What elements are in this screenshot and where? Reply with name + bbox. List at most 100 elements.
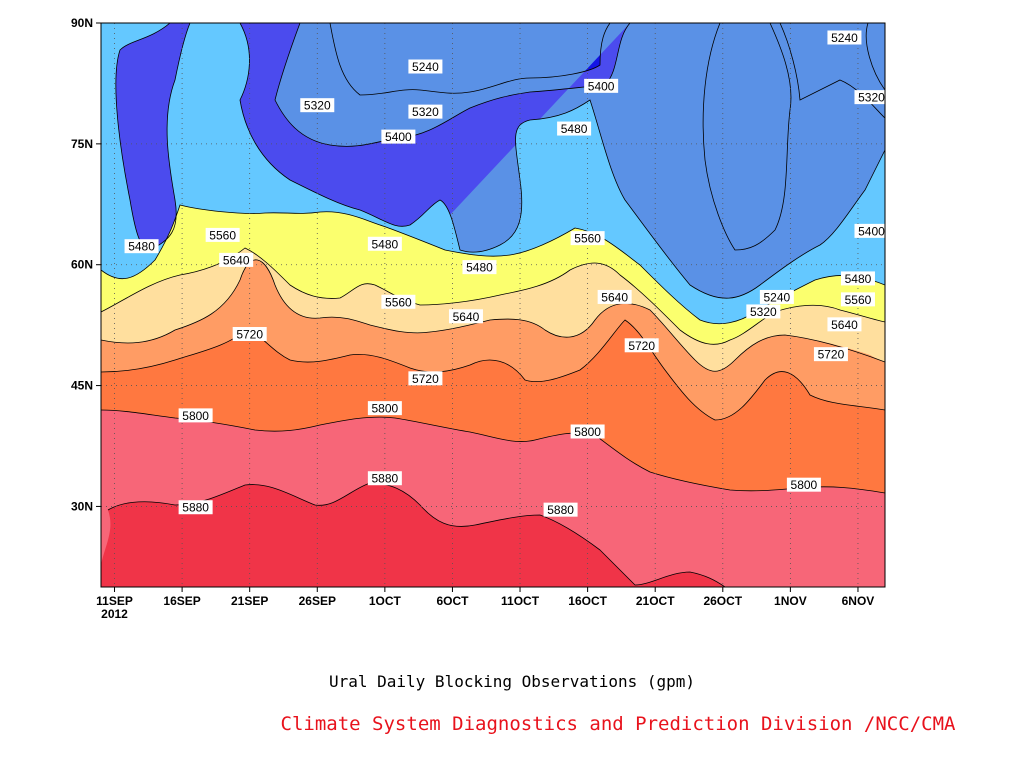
- contour-label-5720: 5720: [813, 347, 848, 362]
- contour-label-text: 5880: [372, 472, 399, 486]
- contour-label-5640: 5640: [827, 317, 862, 332]
- contour-label-text: 5320: [412, 105, 439, 119]
- contour-label-5320: 5320: [854, 90, 885, 105]
- contour-label-bg: [543, 502, 578, 517]
- x-tick-label: 6NOV: [842, 594, 875, 608]
- contour-label-text: 5240: [412, 60, 439, 74]
- contour-label-bg: [448, 309, 483, 324]
- contour-label-text: 5400: [588, 79, 615, 93]
- y-tick-label: 60N: [71, 258, 93, 272]
- contour-label-text: 5320: [750, 305, 777, 319]
- contour-label-text: 5880: [182, 501, 209, 515]
- x-tick-label: 26OCT: [703, 594, 742, 608]
- contour-label-text: 5560: [385, 295, 412, 309]
- contour-label-5880: 5880: [543, 502, 578, 517]
- contour-label-bg: [408, 104, 443, 119]
- contour-label-5240: 5240: [759, 289, 794, 304]
- contour-lines: [101, 23, 885, 587]
- contour-label-5720: 5720: [408, 371, 443, 386]
- contour-label-5320: 5320: [300, 98, 335, 113]
- x-tick-label: 11SEP: [96, 594, 133, 608]
- plot-frame: [100, 22, 886, 588]
- y-tick-label: 75N: [71, 137, 93, 151]
- contour-label-bg: [746, 304, 781, 319]
- contour-label-text: 5320: [858, 91, 885, 105]
- contour-label-text: 5800: [574, 425, 601, 439]
- contour-label-5880: 5880: [178, 500, 213, 515]
- contour-label-text: 5480: [561, 122, 588, 136]
- contour-label-text: 5800: [182, 409, 209, 423]
- contour-label-text: 5400: [385, 130, 412, 144]
- contour-label-text: 5560: [845, 293, 872, 307]
- contour-label-bg: [854, 90, 885, 105]
- x-tick-label: 1OCT: [369, 594, 402, 608]
- contour-label-text: 5240: [831, 31, 858, 45]
- contour-label-bg: [462, 260, 497, 275]
- contour-label-5400: 5400: [584, 78, 619, 93]
- contour-label-text: 5560: [209, 228, 236, 242]
- contour-label-bg: [813, 347, 848, 362]
- contour-label-bg: [840, 292, 875, 307]
- contour-label-text: 5720: [818, 348, 845, 362]
- contour-label-bg: [124, 239, 159, 254]
- x-tick-label: 21OCT: [636, 594, 675, 608]
- contour-line-5240: [329, 23, 885, 251]
- contour-label-text: 5640: [453, 310, 480, 324]
- contour-label-text: 5640: [223, 253, 250, 267]
- contour-label-text: 5480: [845, 272, 872, 286]
- contour-label-bg: [786, 477, 821, 492]
- contour-label-bg: [367, 401, 402, 416]
- contour-label-bg: [854, 223, 885, 238]
- contour-label-5560: 5560: [840, 292, 875, 307]
- contour-label-5240: 5240: [408, 59, 443, 74]
- contour-label-bg: [381, 129, 416, 144]
- contour-label-text: 5400: [858, 224, 885, 238]
- contour-label-5560: 5560: [381, 294, 416, 309]
- contour-label-text: 5880: [547, 503, 574, 517]
- contour-label-5480: 5480: [367, 236, 402, 251]
- contour-line-5560: [101, 247, 885, 345]
- contour-line-5400: [239, 23, 885, 299]
- chart-caption: Ural Daily Blocking Observations (gpm): [328, 672, 696, 691]
- x-tick-label: 16SEP: [163, 594, 200, 608]
- contour-label-text: 5720: [628, 339, 655, 353]
- y-tick-label: 45N: [71, 379, 93, 393]
- contour-label-text: 5800: [791, 478, 818, 492]
- contour-line-5640: [101, 259, 885, 372]
- contour-label-text: 5240: [764, 290, 791, 304]
- contour-label-text: 5480: [372, 237, 399, 251]
- contour-label-text: 5720: [236, 328, 263, 342]
- x-tick-label: 21SEP: [231, 594, 268, 608]
- contour-label-text: 5480: [466, 261, 493, 275]
- contour-label-bg: [367, 471, 402, 486]
- x-tick-label: 26SEP: [299, 594, 336, 608]
- contour-label-bg: [570, 424, 605, 439]
- contour-label-5640: 5640: [597, 289, 632, 304]
- contour-label-bg: [408, 371, 443, 386]
- contour-label-text: 5320: [304, 99, 331, 113]
- contour-label-5480: 5480: [462, 260, 497, 275]
- contour-label-5800: 5800: [786, 477, 821, 492]
- contour-label-text: 5640: [831, 318, 858, 332]
- contour-label-bg: [759, 289, 794, 304]
- y-tick-label: 30N: [71, 499, 93, 513]
- contour-label-bg: [408, 59, 443, 74]
- contour-label-bg: [557, 121, 592, 136]
- contour-label-5480: 5480: [840, 271, 875, 286]
- contour-label-bg: [827, 317, 862, 332]
- contour-label-5640: 5640: [448, 309, 483, 324]
- x-tick-label: 6OCT: [436, 594, 469, 608]
- contour-label-bg: [232, 327, 267, 342]
- contour-label-5800: 5800: [570, 424, 605, 439]
- contour-label-bg: [381, 294, 416, 309]
- contour-label-5560: 5560: [205, 227, 240, 242]
- contour-label-5880: 5880: [367, 471, 402, 486]
- contour-label-5480: 5480: [124, 239, 159, 254]
- contour-label-bg: [597, 289, 632, 304]
- contour-label-text: 5480: [128, 240, 155, 254]
- contour-label-5240: 5240: [827, 30, 862, 45]
- contour-label-5480: 5480: [557, 121, 592, 136]
